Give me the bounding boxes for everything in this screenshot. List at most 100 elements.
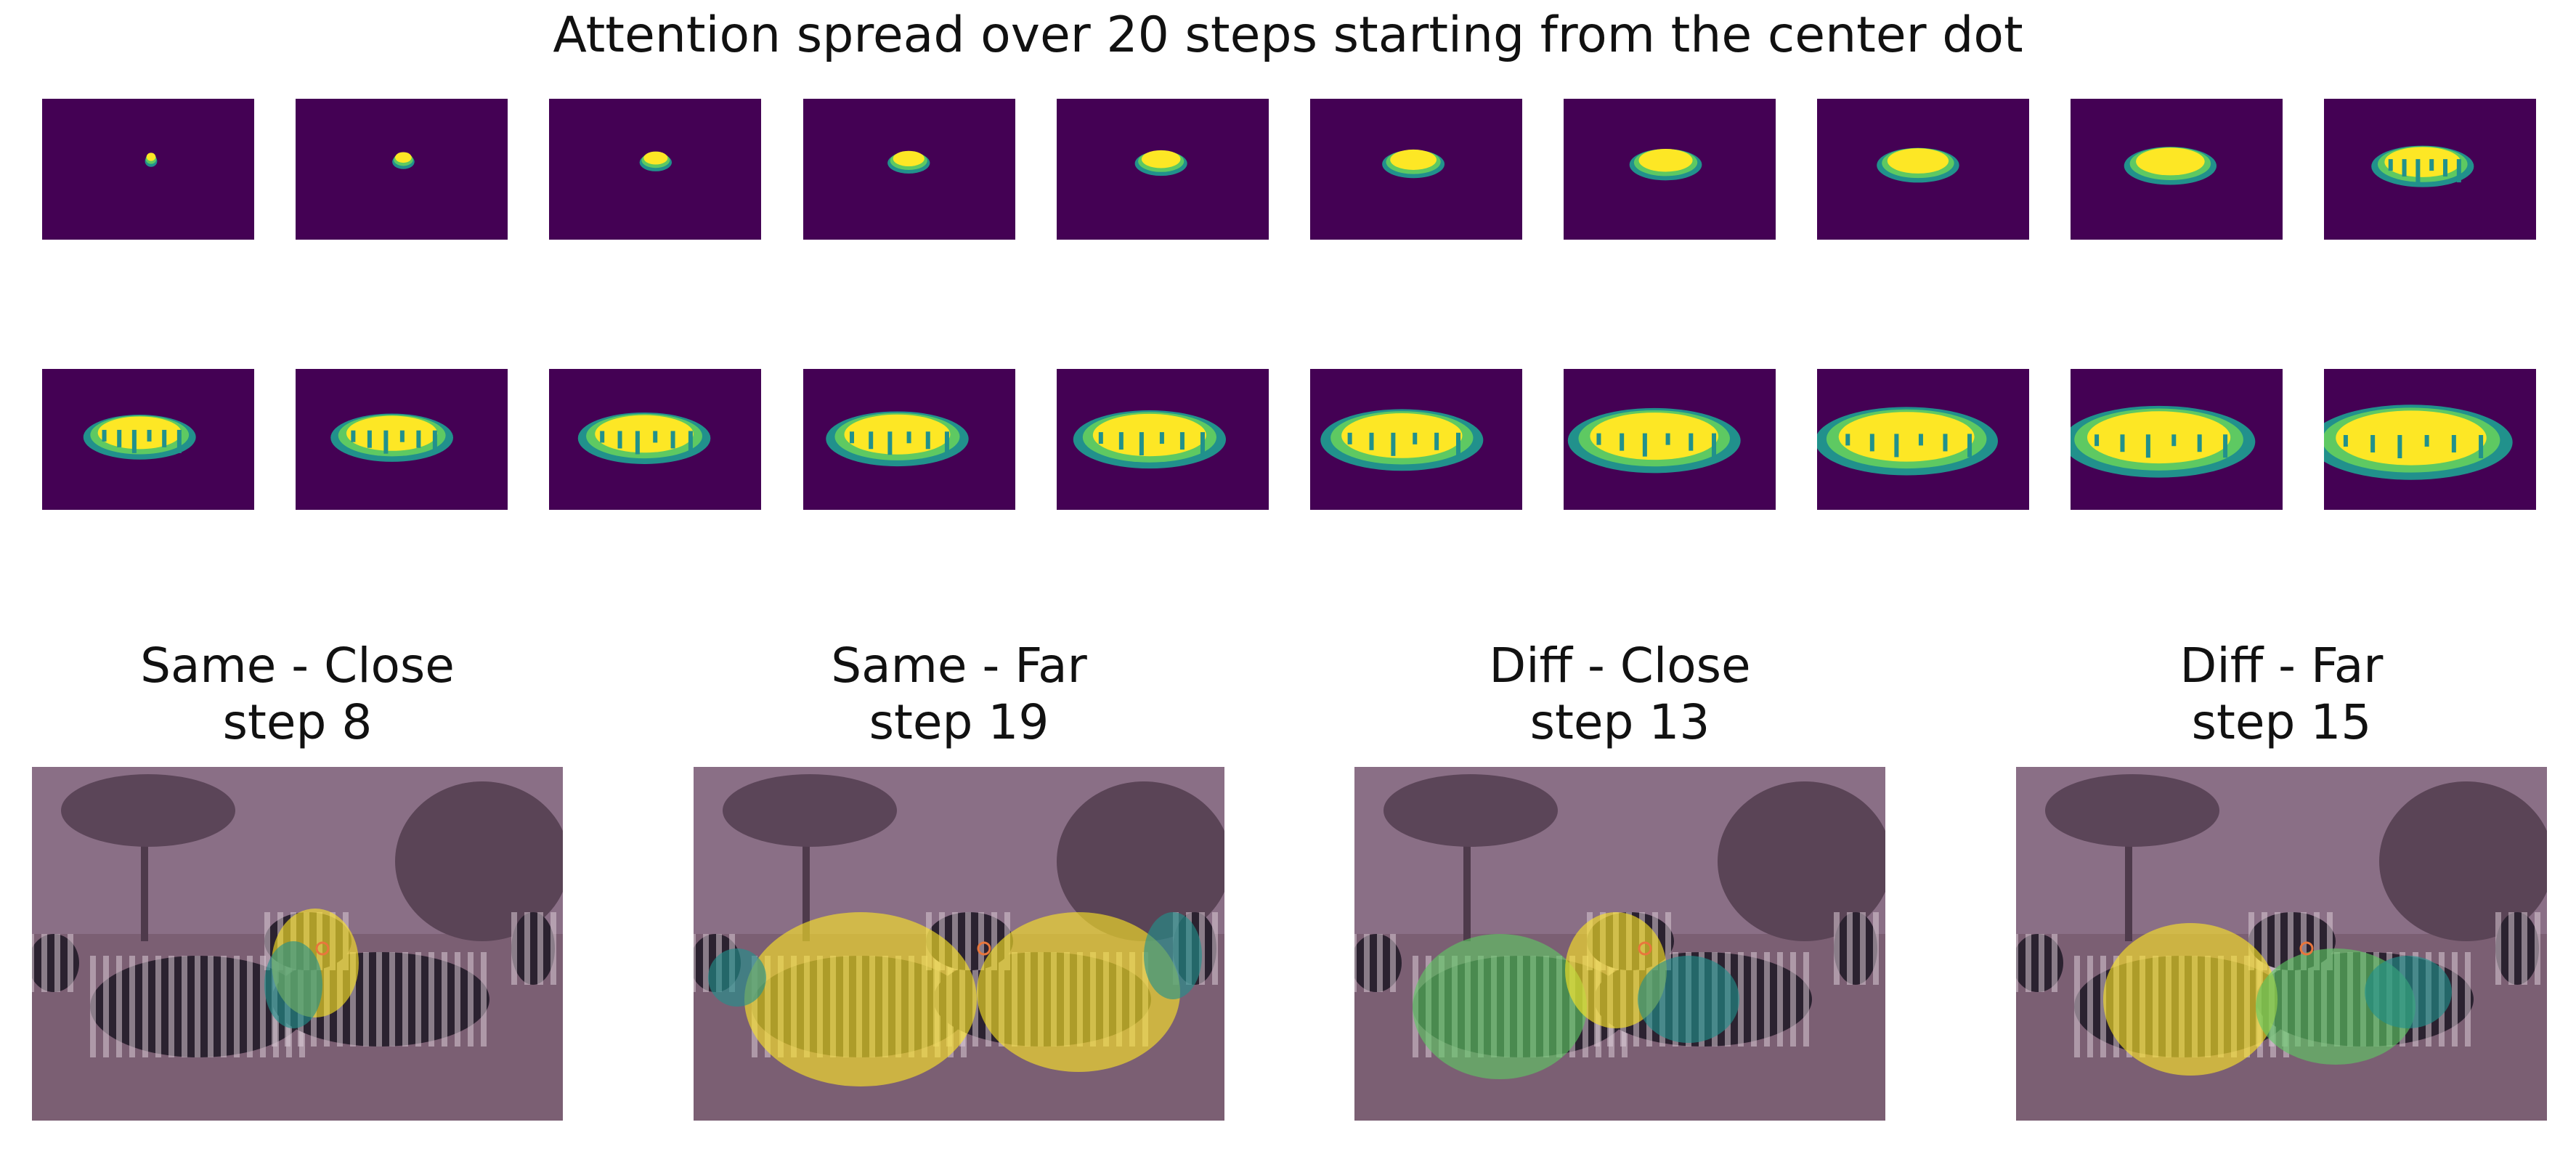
- zebra-right-stripe: [402, 952, 408, 1047]
- attention-gap: [2120, 434, 2125, 452]
- zebra-edge-right-stripe: [1199, 912, 1205, 985]
- attention-core: [643, 151, 668, 165]
- zebra-left-stripe: [142, 956, 148, 1057]
- center-dot: [2299, 941, 2314, 956]
- zebra-left-stripe: [182, 956, 187, 1057]
- zebra-photo-diff-far: [2016, 767, 2547, 1121]
- attention-gap: [1434, 432, 1439, 450]
- zebra-back-stripe: [2248, 912, 2254, 970]
- attention-gap: [944, 431, 949, 455]
- attention-core: [1590, 413, 1719, 460]
- zebra-back-stripe: [2327, 912, 2333, 970]
- zebra-right-stripe: [2452, 952, 2458, 1047]
- attention-gap: [1918, 434, 1923, 446]
- attention-step-11: [42, 369, 254, 510]
- zebra-left-stripe: [129, 956, 135, 1057]
- attention-gap: [2388, 159, 2393, 171]
- attention-overlay: [744, 912, 977, 1086]
- zebra-right-stripe: [415, 952, 421, 1047]
- attention-core: [1390, 149, 1437, 170]
- zebra-photo-same-close: [32, 767, 563, 1121]
- zebra-edge-left-stripe: [2016, 934, 2018, 992]
- panel-step: step 15: [2191, 694, 2372, 750]
- zebra-left-stripe: [168, 956, 174, 1057]
- zebra-edge-left-stripe: [694, 934, 696, 992]
- attention-gap: [653, 431, 658, 443]
- attention-step-12: [296, 369, 508, 510]
- zebra-right-stripe: [1764, 952, 1770, 1047]
- zebra-edge-left-stripe: [54, 934, 60, 992]
- attention-gap: [670, 431, 675, 449]
- attention-step-15: [1057, 369, 1269, 510]
- tree-canopy: [61, 774, 235, 847]
- tree-canopy: [2045, 774, 2219, 847]
- zebra-left-stripe: [234, 956, 240, 1057]
- attention-overlay: [1144, 912, 1202, 999]
- attention-gap: [617, 431, 622, 449]
- attention-step-1: [42, 99, 254, 240]
- zebra-right-stripe: [389, 952, 395, 1047]
- attention-core: [2136, 147, 2205, 176]
- attention-step-20: [2324, 369, 2536, 510]
- zebra-edge-left-stripe: [2052, 934, 2057, 992]
- attention-gap: [2145, 434, 2150, 458]
- attention-step-14: [803, 369, 1015, 510]
- zebra-edge-right: [511, 912, 555, 985]
- panel-step: step 19: [869, 694, 1049, 750]
- panel-label: Diff - Far: [2179, 638, 2384, 694]
- attention-gap: [869, 431, 874, 450]
- zebra-right-stripe: [442, 952, 447, 1047]
- attention-overlay: [2365, 956, 2452, 1028]
- zebra-edge-right-stripe: [1860, 912, 1866, 985]
- attention-gap: [2197, 434, 2202, 452]
- zebra-back-stripe: [2262, 912, 2267, 970]
- attention-core: [97, 416, 182, 450]
- attention-gap: [2343, 435, 2348, 447]
- attention-gap: [131, 429, 137, 453]
- attention-gap: [147, 429, 152, 442]
- attention-gap: [1118, 432, 1124, 450]
- tree-trunk: [803, 810, 810, 941]
- zebra-left-stripe: [2100, 956, 2106, 1057]
- attention-step-2: [296, 99, 508, 240]
- zebra-edge-left-stripe: [703, 934, 709, 992]
- attention-gap: [688, 431, 693, 455]
- zebra-edge-left-stripe: [1354, 934, 1357, 992]
- attention-step-7: [1564, 99, 1776, 240]
- attention-overlay: [264, 941, 322, 1028]
- zebra-edge-right-stripe: [537, 912, 543, 985]
- panel-title-diff-far: Diff - Far step 15: [2016, 638, 2547, 751]
- attention-core: [595, 415, 694, 453]
- attention-step-6: [1310, 99, 1522, 240]
- zebra-edge-right-stripe: [550, 912, 556, 985]
- bush: [2379, 781, 2547, 941]
- zebra-back-stripe: [978, 912, 984, 970]
- attention-gap: [162, 429, 167, 447]
- zebra-right-stripe: [1803, 952, 1809, 1047]
- attention-gap: [887, 431, 893, 455]
- center-dot: [315, 941, 330, 956]
- zebra-edge-left-stripe: [2039, 934, 2044, 992]
- attention-gap: [1200, 432, 1205, 456]
- attention-gap: [2415, 159, 2421, 183]
- attention-core: [1341, 413, 1463, 458]
- attention-overlay: [977, 912, 1180, 1072]
- attention-gap: [1642, 433, 1647, 457]
- attention-overlay: [1638, 956, 1739, 1043]
- zebra-right-stripe: [428, 952, 434, 1047]
- zebra-back-stripe: [991, 912, 997, 970]
- attention-core: [1092, 413, 1206, 457]
- zebra-edge-right-stripe: [2535, 912, 2540, 985]
- zebra-left-stripe: [116, 956, 122, 1057]
- bush: [1718, 781, 1885, 941]
- zebra-back-stripe: [965, 912, 971, 970]
- attention-gap: [1455, 432, 1460, 456]
- attention-gap: [2370, 435, 2376, 452]
- attention-gap: [383, 430, 389, 454]
- panel-title-same-far: Same - Far step 19: [694, 638, 1224, 751]
- attention-gap: [635, 431, 640, 455]
- zebra-back-stripe: [1665, 912, 1671, 970]
- zebra-left-stripe: [2074, 956, 2080, 1057]
- attention-core: [844, 414, 951, 455]
- attention-core: [346, 415, 438, 451]
